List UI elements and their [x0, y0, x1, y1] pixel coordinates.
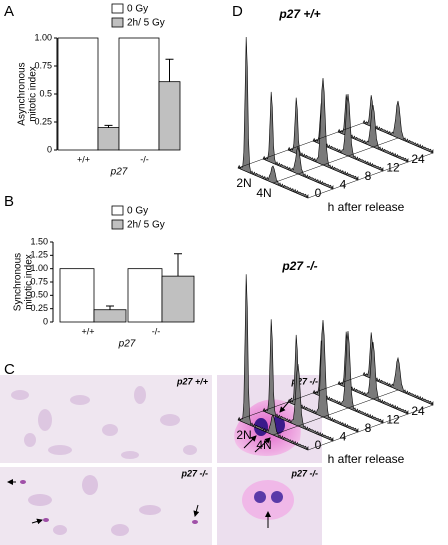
legend-swatch: [111, 219, 124, 230]
histogram-trace: [237, 37, 309, 199]
panel-letter: A: [4, 3, 14, 20]
y-tick-label: 1.50: [30, 236, 48, 246]
y-tick-label: 1.00: [34, 32, 52, 42]
legend-swatch: [111, 17, 124, 28]
legend-label: 2h/ 5 Gy: [127, 220, 165, 231]
y-tick-label: 0.25: [34, 116, 52, 126]
y-tick-label: 0.75: [34, 60, 52, 70]
time-tick-label: 24: [411, 152, 425, 166]
floor-line: [272, 389, 399, 436]
micrograph: [0, 375, 212, 463]
error-bar: [165, 58, 174, 82]
floor-line: [237, 374, 364, 421]
x-axis-label: p27: [110, 167, 128, 178]
bar: [93, 309, 127, 323]
y-axis-label: Synchronous: [13, 253, 24, 311]
image-label: p27 -/-: [290, 468, 318, 478]
time-axis-label: h after release: [328, 452, 405, 466]
bar: [57, 37, 99, 151]
y-tick-label: 0.50: [30, 290, 48, 300]
legend-label: 0 Gy: [127, 206, 148, 217]
floor-line: [307, 152, 434, 199]
y-tick-label: 0: [43, 316, 48, 326]
error-bar: [104, 124, 113, 128]
dna-label: 2N: [236, 176, 251, 190]
time-tick-label: 8: [365, 421, 372, 435]
floor-line: [237, 122, 364, 169]
histogram-trace: [287, 77, 359, 181]
plot-title: p27 -/-: [281, 259, 317, 273]
bar: [118, 37, 160, 151]
time-tick-label: 0: [315, 438, 322, 452]
bar: [59, 268, 95, 323]
y-axis-label: Asynchronous: [17, 62, 28, 125]
floor-line: [307, 404, 434, 451]
x-tick-label: +/+: [77, 154, 90, 164]
time-tick-label: 12: [386, 413, 400, 427]
error-bar: [106, 305, 114, 310]
image-label: p27 +/+: [176, 376, 209, 386]
time-tick-label: 0: [315, 186, 322, 200]
time-tick-label: 4: [340, 430, 347, 444]
panel-letter: B: [4, 193, 14, 210]
floor-line: [272, 137, 399, 184]
y-axis-label: mitotic index: [28, 66, 39, 122]
bar: [161, 275, 195, 323]
dna-label: 2N: [236, 428, 251, 442]
histogram-trace: [262, 91, 334, 190]
legend-label: 0 Gy: [127, 4, 148, 15]
legend-swatch: [111, 3, 124, 14]
y-tick-label: 0: [47, 144, 52, 154]
y-tick-label: 1.00: [30, 263, 48, 273]
bar: [127, 268, 163, 323]
bar: [97, 127, 120, 151]
y-tick-label: 0.5: [39, 88, 52, 98]
micrograph-group: [0, 375, 322, 545]
panel-letter: D: [232, 3, 243, 20]
y-axis-label: mitotic index: [24, 254, 35, 310]
y-tick-label: 0.25: [30, 303, 48, 313]
dna-label: 4N: [256, 186, 271, 200]
histogram-trace: [262, 319, 334, 442]
x-tick-label: -/-: [152, 326, 161, 336]
x-tick-label: -/-: [140, 154, 149, 164]
dna-label: 4N: [256, 438, 271, 452]
time-tick-label: 4: [340, 178, 347, 192]
plot-title: p27 +/+: [278, 7, 320, 21]
bar: [158, 81, 181, 151]
legend-swatch: [111, 205, 124, 216]
histogram-trace: [237, 274, 309, 451]
image-label: p27 -/-: [290, 376, 318, 386]
x-tick-label: +/+: [81, 326, 94, 336]
time-tick-label: 24: [411, 404, 425, 418]
image-label: p27 -/-: [180, 468, 208, 478]
time-tick-label: 12: [386, 161, 400, 175]
x-axis-label: p27: [118, 339, 136, 350]
time-tick-label: 8: [365, 169, 372, 183]
error-bar: [174, 253, 182, 277]
micrograph: [0, 467, 212, 545]
y-tick-label: 1.25: [30, 250, 48, 260]
time-axis-label: h after release: [328, 200, 405, 214]
panel-letter: C: [4, 361, 15, 378]
y-tick-label: 0.75: [30, 276, 48, 286]
legend-label: 2h/ 5 Gy: [127, 18, 165, 29]
